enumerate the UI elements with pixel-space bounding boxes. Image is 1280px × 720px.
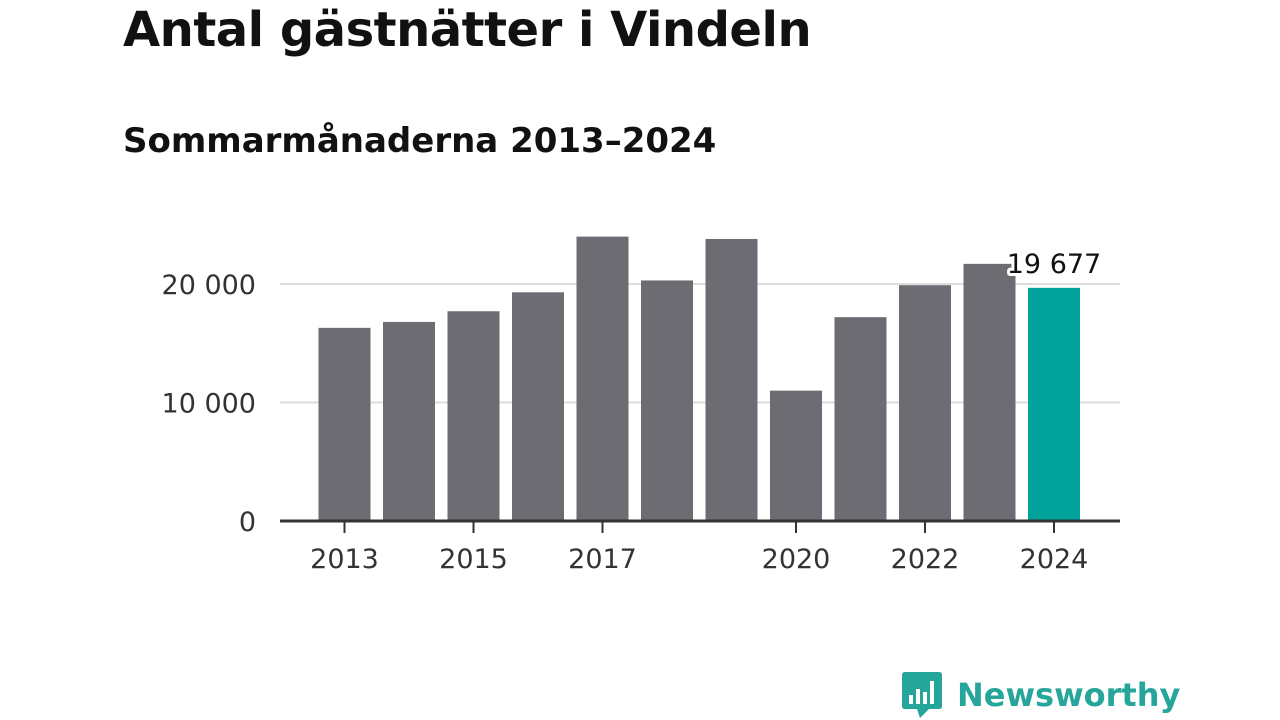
chart-subtitle: Sommarmånaderna 2013–2024 [123,121,717,161]
bar [963,263,1016,521]
data-labels: 19 677 [1004,246,1104,283]
x-tick-label: 2022 [891,544,960,575]
bar [383,321,435,521]
data-label: 19 677 [1007,249,1101,280]
bar [576,236,629,521]
x-tick-label: 2024 [1020,544,1089,575]
bar [705,238,758,521]
x-tick-label: 2015 [439,544,508,575]
y-tick-label: 10 000 [162,389,256,420]
bars [318,236,1080,521]
y-tick-label: 20 000 [162,270,256,301]
bar [770,390,822,521]
x-tick-label: 2013 [310,544,379,575]
bar-chart: 0 10 000 20 000 2013 2015 2017 2020 2022 2024 19… [162,236,1120,575]
x-tick-label: 2017 [568,544,637,575]
brand-name: Newsworthy [957,676,1181,714]
bar [1028,287,1080,521]
newsworthy-brand: Newsworthy [901,670,1180,720]
newsworthy-logo-icon [902,672,942,718]
bar [512,292,564,521]
chart-title: Antal gästnätter i Vindeln [123,2,812,58]
axes: 0 10 000 20 000 2013 2015 2017 2020 2022 2024 [162,270,1120,575]
x-tick-label: 2020 [762,544,831,575]
y-tick-label: 0 [239,507,256,538]
bar [641,280,693,521]
bar [447,311,500,521]
bar [834,317,887,521]
bar [899,285,951,521]
bar [318,327,371,521]
